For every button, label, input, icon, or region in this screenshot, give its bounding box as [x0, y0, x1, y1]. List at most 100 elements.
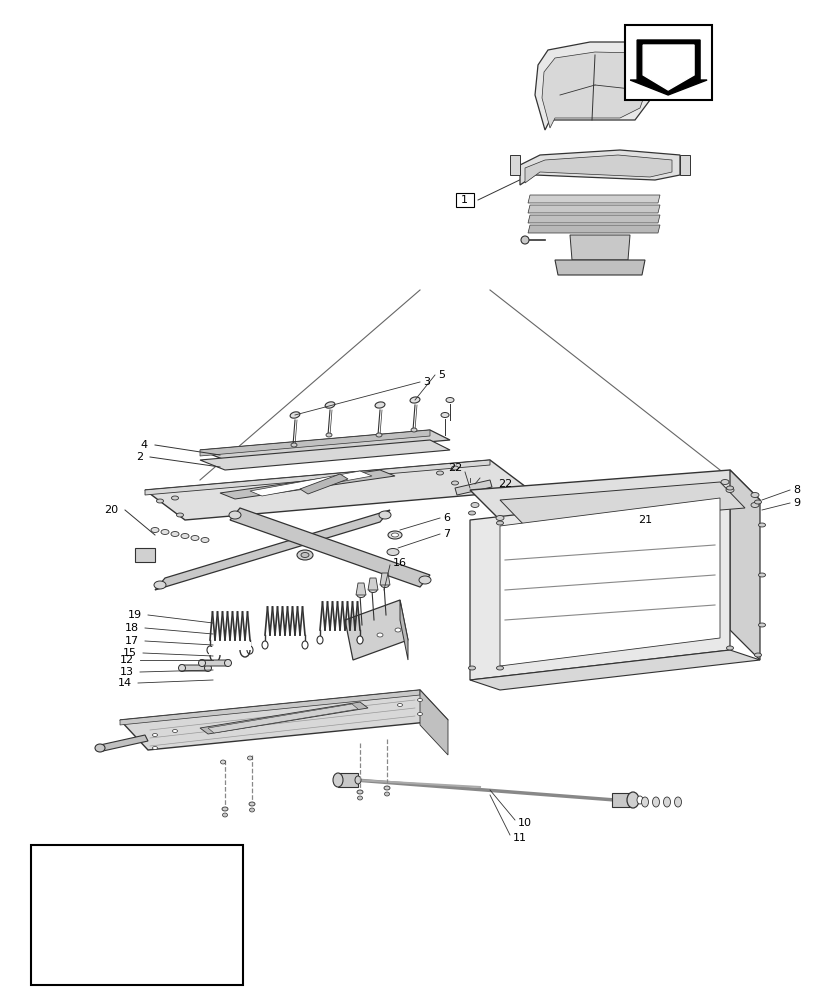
Ellipse shape [652, 797, 658, 807]
Ellipse shape [418, 576, 431, 584]
Ellipse shape [160, 530, 169, 534]
Ellipse shape [332, 773, 342, 787]
Text: 21: 21 [638, 515, 652, 525]
Ellipse shape [384, 792, 389, 796]
Polygon shape [470, 490, 729, 680]
Polygon shape [679, 155, 689, 175]
Text: 22: 22 [447, 463, 461, 473]
Ellipse shape [436, 471, 443, 475]
Polygon shape [380, 573, 390, 585]
Polygon shape [399, 600, 408, 660]
Ellipse shape [468, 511, 475, 515]
Polygon shape [356, 583, 366, 595]
Ellipse shape [249, 808, 254, 812]
Ellipse shape [380, 582, 389, 587]
Ellipse shape [201, 538, 208, 542]
Polygon shape [528, 205, 659, 213]
Polygon shape [120, 690, 419, 725]
Ellipse shape [496, 521, 503, 525]
Polygon shape [177, 945, 198, 957]
Polygon shape [208, 704, 357, 733]
Polygon shape [528, 195, 659, 203]
Ellipse shape [95, 744, 105, 752]
Polygon shape [419, 690, 447, 755]
Ellipse shape [417, 698, 422, 702]
Text: 2: 2 [136, 452, 143, 462]
Polygon shape [76, 945, 97, 957]
Polygon shape [519, 150, 679, 185]
Polygon shape [135, 548, 155, 562]
Ellipse shape [496, 666, 503, 670]
Ellipse shape [152, 746, 157, 750]
Polygon shape [337, 773, 357, 787]
Polygon shape [250, 471, 371, 496]
Polygon shape [643, 45, 693, 90]
Text: 17: 17 [125, 636, 139, 646]
Ellipse shape [220, 760, 225, 764]
Ellipse shape [179, 664, 185, 672]
Ellipse shape [198, 660, 205, 666]
Ellipse shape [249, 802, 255, 806]
Ellipse shape [636, 796, 643, 804]
Ellipse shape [301, 552, 308, 558]
Ellipse shape [191, 536, 198, 540]
Polygon shape [574, 532, 596, 546]
Text: 18: 18 [125, 623, 139, 633]
Ellipse shape [725, 486, 733, 490]
Polygon shape [729, 470, 759, 660]
Text: 9: 9 [792, 498, 799, 508]
Polygon shape [120, 690, 447, 750]
Ellipse shape [356, 636, 362, 644]
Ellipse shape [391, 533, 398, 537]
Polygon shape [230, 508, 429, 587]
Polygon shape [345, 600, 408, 660]
Ellipse shape [641, 797, 648, 807]
Polygon shape [455, 480, 491, 495]
Text: 16: 16 [393, 558, 407, 568]
Ellipse shape [154, 581, 165, 589]
Polygon shape [629, 40, 706, 95]
Polygon shape [145, 460, 490, 495]
Ellipse shape [302, 641, 308, 649]
Ellipse shape [45, 850, 134, 910]
Ellipse shape [140, 850, 229, 910]
Polygon shape [569, 235, 629, 260]
Ellipse shape [394, 628, 400, 632]
Ellipse shape [247, 756, 252, 760]
Ellipse shape [229, 511, 241, 519]
Text: 14: 14 [117, 678, 131, 688]
Ellipse shape [375, 402, 385, 408]
Polygon shape [56, 900, 218, 960]
Polygon shape [554, 260, 644, 275]
Text: 8: 8 [792, 485, 799, 495]
Polygon shape [500, 482, 744, 526]
Ellipse shape [720, 480, 728, 485]
Ellipse shape [204, 664, 211, 672]
Ellipse shape [388, 531, 402, 539]
Ellipse shape [357, 796, 362, 800]
Ellipse shape [409, 397, 419, 403]
Ellipse shape [222, 807, 227, 811]
Ellipse shape [567, 538, 576, 544]
Ellipse shape [152, 734, 157, 736]
Ellipse shape [451, 466, 458, 470]
Ellipse shape [172, 730, 177, 732]
Ellipse shape [174, 886, 189, 894]
Ellipse shape [753, 500, 761, 504]
Polygon shape [100, 735, 148, 751]
Ellipse shape [758, 523, 765, 527]
Ellipse shape [117, 875, 155, 891]
Polygon shape [155, 510, 390, 590]
Ellipse shape [471, 502, 479, 508]
Ellipse shape [151, 528, 159, 532]
Polygon shape [200, 430, 449, 460]
Ellipse shape [290, 443, 297, 447]
Ellipse shape [758, 573, 765, 577]
Ellipse shape [379, 511, 390, 519]
Ellipse shape [325, 402, 334, 408]
Ellipse shape [384, 786, 390, 790]
Bar [208, 647, 221, 655]
Ellipse shape [375, 433, 381, 437]
Ellipse shape [176, 513, 184, 517]
Polygon shape [200, 702, 367, 734]
